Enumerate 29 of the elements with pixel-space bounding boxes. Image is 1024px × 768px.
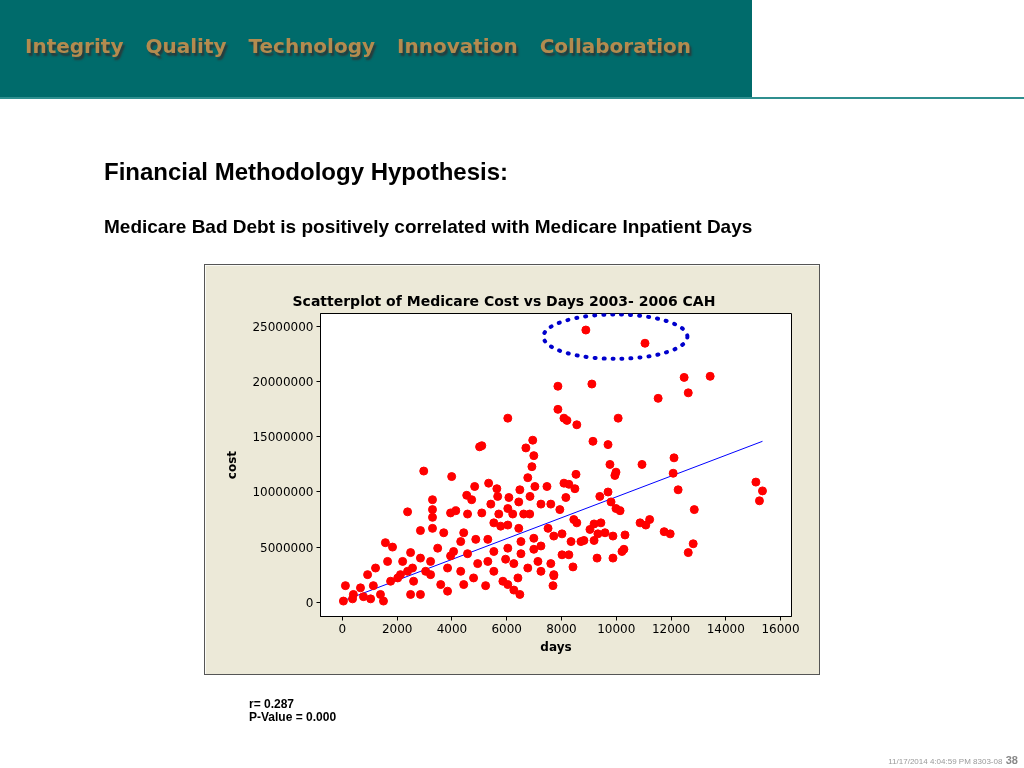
chart-title: Scatterplot of Medicare Cost vs Days 2003- 2006 CAH bbox=[292, 292, 716, 309]
text: Innovation bbox=[397, 34, 518, 58]
y-tick-label: 5000000 bbox=[260, 540, 314, 555]
x-tick-label: 14000 bbox=[706, 621, 745, 636]
text: r= 0.287 bbox=[249, 697, 295, 711]
x-tick-label: 0 bbox=[338, 621, 347, 636]
x-tick-label: 6000 bbox=[491, 621, 522, 636]
text: Quality bbox=[145, 34, 227, 58]
x-tick-label: 10000 bbox=[597, 621, 636, 636]
x-tick-label: 12000 bbox=[651, 621, 691, 636]
text: 38 bbox=[1005, 754, 1018, 766]
text: Medicare Bad Debt is positively correlated with Medicare Inpatient Days bbox=[104, 215, 753, 239]
x-tick-label: 4000 bbox=[436, 621, 468, 636]
x-axis-title: days bbox=[540, 639, 572, 654]
x-tick-label: 8000 bbox=[546, 621, 577, 636]
y-axis-title: cost bbox=[225, 450, 240, 480]
text: 11/17/2014 4:04:59 PM 8303-08 bbox=[888, 757, 1003, 766]
x-tick-label: 2000 bbox=[381, 621, 413, 636]
y-tick-label: 20000000 bbox=[252, 375, 314, 390]
text: Financial Methodology Hypothesis: bbox=[104, 157, 509, 187]
y-tick-label: 25000000 bbox=[252, 320, 314, 335]
y-tick-label: 10000000 bbox=[252, 485, 314, 500]
y-tick-label: 15000000 bbox=[252, 430, 314, 445]
y-tick-label: 0 bbox=[305, 595, 314, 610]
text: P-Value = 0.000 bbox=[249, 710, 337, 724]
text: Integrity bbox=[25, 34, 124, 58]
x-tick-label: 16000 bbox=[761, 621, 800, 636]
text: Collaboration bbox=[539, 34, 692, 58]
text: Technology bbox=[248, 34, 376, 58]
